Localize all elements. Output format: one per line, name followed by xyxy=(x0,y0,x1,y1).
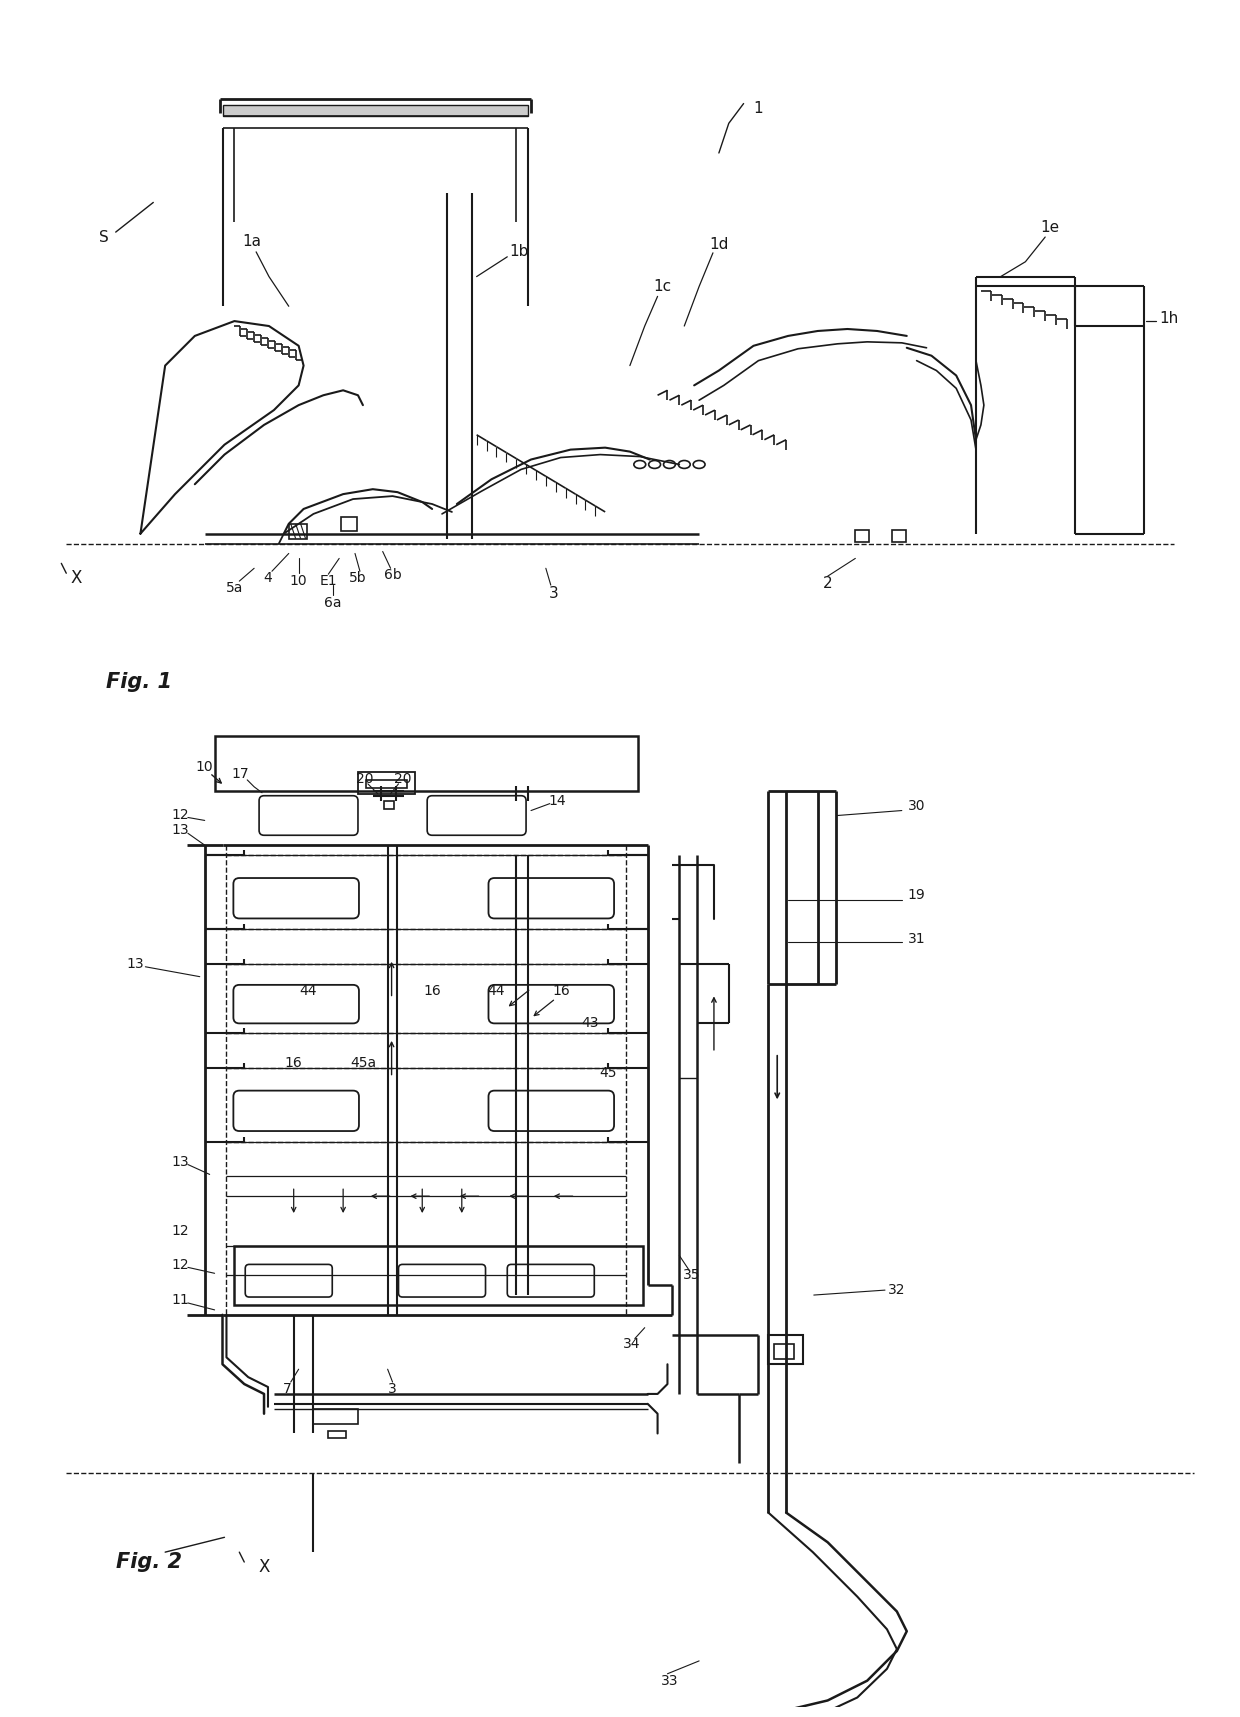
Text: 30: 30 xyxy=(908,798,925,812)
Text: Fig. 1: Fig. 1 xyxy=(105,671,172,692)
Text: 12: 12 xyxy=(171,1224,188,1238)
Text: 4: 4 xyxy=(264,572,273,585)
Text: 10: 10 xyxy=(290,573,308,589)
Text: 1b: 1b xyxy=(510,244,528,259)
Text: 13: 13 xyxy=(126,956,144,970)
Text: 16: 16 xyxy=(423,984,441,999)
Text: E1: E1 xyxy=(320,573,337,589)
Text: S: S xyxy=(99,230,109,244)
Text: 16: 16 xyxy=(285,1056,303,1070)
Bar xyxy=(856,531,869,541)
Bar xyxy=(329,1430,346,1439)
Text: 1e: 1e xyxy=(1040,220,1060,235)
Text: 7: 7 xyxy=(283,1382,291,1396)
Text: 1c: 1c xyxy=(653,278,672,294)
Text: Fig. 2: Fig. 2 xyxy=(115,1552,182,1573)
Text: 1: 1 xyxy=(754,101,764,117)
Text: 5a: 5a xyxy=(226,580,243,596)
Text: 6b: 6b xyxy=(383,568,402,582)
Bar xyxy=(234,1245,642,1305)
Text: 45: 45 xyxy=(599,1066,616,1080)
Text: 31: 31 xyxy=(908,932,925,946)
Text: 43: 43 xyxy=(582,1016,599,1030)
Text: 44: 44 xyxy=(300,984,317,999)
Bar xyxy=(366,780,408,788)
Text: 2: 2 xyxy=(823,575,832,591)
Text: 45a: 45a xyxy=(350,1056,376,1070)
Text: 14: 14 xyxy=(549,793,567,807)
Text: 3: 3 xyxy=(388,1382,397,1396)
Text: 17: 17 xyxy=(232,767,249,781)
Text: 20: 20 xyxy=(394,773,412,786)
Text: 33: 33 xyxy=(661,1674,678,1688)
Bar xyxy=(222,105,528,117)
Bar xyxy=(769,1334,804,1365)
Text: 16: 16 xyxy=(553,984,570,999)
Text: 20: 20 xyxy=(356,773,373,786)
Text: 12: 12 xyxy=(171,809,188,822)
Text: 12: 12 xyxy=(171,1259,188,1272)
Bar xyxy=(774,1344,794,1360)
Text: 44: 44 xyxy=(487,984,505,999)
Text: 32: 32 xyxy=(888,1283,905,1296)
Bar xyxy=(341,517,357,531)
Text: 1h: 1h xyxy=(1159,311,1178,326)
Text: X: X xyxy=(258,1557,270,1576)
Bar xyxy=(289,524,306,539)
Text: 5b: 5b xyxy=(350,572,367,585)
Text: 35: 35 xyxy=(683,1269,701,1283)
Bar xyxy=(314,1408,358,1423)
Text: 11: 11 xyxy=(171,1293,188,1307)
Text: 34: 34 xyxy=(624,1338,641,1351)
Bar xyxy=(358,773,415,793)
Text: 3: 3 xyxy=(549,585,559,601)
Text: 10: 10 xyxy=(196,761,213,774)
Text: 1a: 1a xyxy=(243,235,262,249)
Bar xyxy=(215,737,637,792)
Text: 13: 13 xyxy=(171,1154,188,1169)
Text: 13: 13 xyxy=(171,824,188,838)
Bar xyxy=(892,531,905,541)
Bar xyxy=(383,800,393,809)
Text: X: X xyxy=(71,568,82,587)
Text: 19: 19 xyxy=(908,888,925,901)
Text: 1d: 1d xyxy=(709,237,729,252)
Text: 6a: 6a xyxy=(325,596,342,610)
